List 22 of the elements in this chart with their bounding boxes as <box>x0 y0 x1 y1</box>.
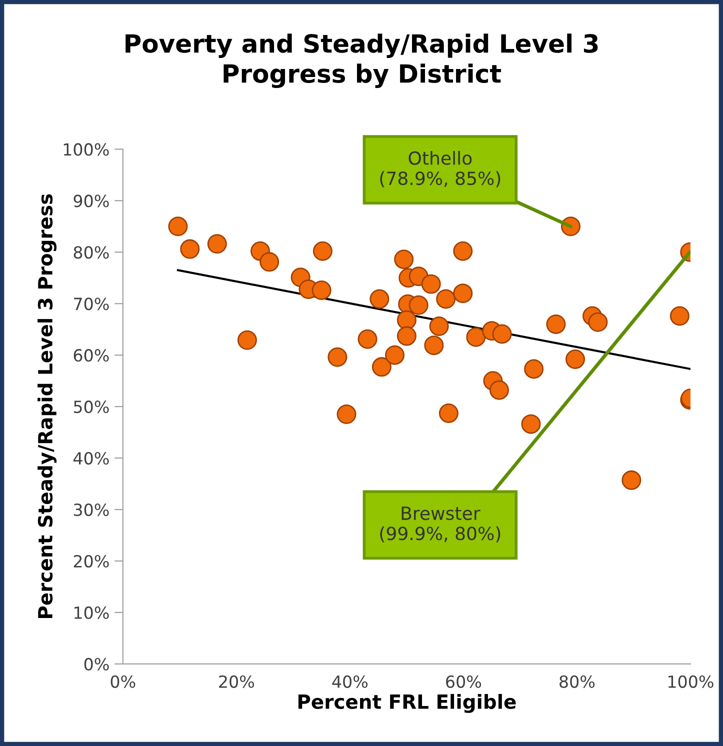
x-tick-label: 40% <box>332 675 368 688</box>
y-tick-label: 40% <box>73 452 109 465</box>
x-tick-label: 60% <box>446 675 482 688</box>
x-tick-label: 0% <box>110 675 136 688</box>
y-axis-title: Percent Steady/Rapid Level 3 Progress <box>38 194 57 618</box>
x-tick-label: 20% <box>219 675 254 688</box>
y-tick-label: 90% <box>74 194 109 208</box>
y-tick-label: 30% <box>74 503 109 516</box>
y-tick-label: 20% <box>74 554 109 568</box>
annotation: Brewster (99.9%, 80%) <box>380 506 500 542</box>
chart-title: Poverty and Steady/Rapid Level 3 Progress by District <box>126 34 598 88</box>
annotation: Othello (78.9%, 85%) <box>380 150 500 188</box>
y-tick-label: 0% <box>84 658 109 671</box>
y-tick-label: 10% <box>74 606 109 620</box>
y-tick-label: 100% <box>64 143 109 156</box>
y-tick-label: 80% <box>74 246 109 259</box>
y-tick-label: 70% <box>74 298 109 310</box>
x-tick-label: 80% <box>560 675 595 688</box>
x-axis-title: Percent FRL Eligible <box>298 694 516 713</box>
y-tick-label: 50% <box>74 400 109 414</box>
x-tick-label: 100% <box>668 675 714 688</box>
y-tick-label: 60% <box>74 349 109 362</box>
